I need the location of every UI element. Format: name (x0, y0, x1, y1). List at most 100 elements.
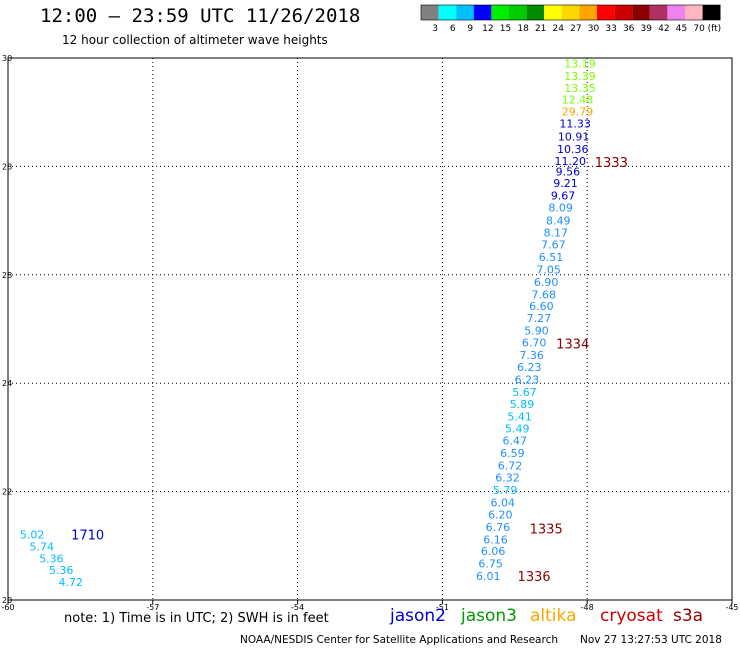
wave-height-label: 6.60 (529, 300, 554, 313)
colorbar-tick-label: 36 (623, 24, 635, 34)
wave-height-label: 13.19 (564, 57, 596, 70)
colorbar-tick-label: 70 (693, 24, 705, 34)
colorbar-tick-label: 6 (450, 24, 456, 34)
x-tick-label: -54 (291, 603, 304, 612)
wave-height-label: 6.59 (500, 447, 525, 460)
x-tick-label: -57 (146, 603, 159, 612)
colorbar-swatch (579, 5, 597, 20)
wave-height-label: 6.20 (488, 508, 513, 521)
colorbar-swatch (667, 5, 685, 20)
wave-height-label: 11.20 (555, 155, 587, 168)
wave-height-label: 6.70 (522, 337, 547, 350)
pass-number-label: 1333 (595, 156, 628, 171)
wave-height-label: 13.35 (564, 82, 596, 95)
wave-height-label: 6.32 (495, 472, 520, 485)
y-tick-label: 20 (2, 596, 12, 605)
wave-height-label: 7.68 (532, 288, 557, 301)
colorbar-swatch (649, 5, 668, 20)
colorbar-tick-label: 33 (605, 24, 616, 34)
colorbar-swatch (421, 5, 439, 20)
wave-height-label: 13.39 (564, 70, 596, 83)
wave-height-label: 8.09 (548, 202, 573, 215)
legend-cryosat: cryosat (600, 606, 663, 626)
wave-height-label: 7.36 (519, 349, 544, 362)
colorbar-swatch (544, 5, 562, 20)
y-tick-label: 22 (2, 488, 12, 497)
colorbar-swatch (473, 5, 492, 20)
wave-height-label: 5.49 (505, 423, 530, 436)
wave-height-label: 6.76 (486, 521, 511, 534)
pass-number-label: 1335 (530, 522, 563, 537)
wave-height-label: 10.91 (558, 131, 590, 144)
wave-height-label: 6.47 (503, 435, 528, 448)
wave-height-label: 5.36 (39, 552, 64, 565)
colorbar-frame (420, 4, 721, 21)
wave-height-label: 29.79 (562, 106, 594, 119)
wave-height-label: 6.75 (478, 558, 503, 571)
wave-height-label: 6.51 (539, 251, 564, 264)
colorbar-swatch (438, 5, 457, 20)
colorbar-swatch (561, 5, 580, 20)
y-tick-label: 28 (2, 162, 12, 171)
colorbar-tick-label: 21 (535, 24, 546, 34)
colorbar-swatch (702, 5, 721, 20)
wave-height-label: 6.06 (481, 545, 506, 558)
pass-number-label: 1710 (71, 528, 104, 543)
x-tick-label: -45 (725, 603, 738, 612)
footer-note: note: 1) Time is in UTC; 2) SWH is in fe… (64, 611, 329, 626)
y-tick-label: 24 (2, 379, 12, 388)
wave-height-label: 6.72 (498, 460, 523, 473)
wave-height-label: 4.72 (58, 576, 83, 589)
colorbar-tick-label: 27 (570, 24, 581, 34)
wave-height-label: 9.67 (551, 190, 576, 203)
legend-altika: altika (530, 606, 577, 626)
wave-height-label: 6.23 (515, 373, 540, 386)
colorbar-swatch (526, 5, 545, 20)
wave-height-label: 5.89 (510, 398, 535, 411)
timestamp-text: Nov 27 13:27:53 UTC 2018 (580, 634, 722, 646)
colorbar-tick-label: 30 (588, 24, 600, 34)
wave-height-label: 7.05 (536, 263, 561, 276)
wave-height-label: 5.90 (524, 325, 549, 338)
wave-height-label: 6.16 (483, 533, 508, 546)
credit-text: NOAA/NESDIS Center for Satellite Applica… (240, 634, 558, 646)
wave-height-label: 8.17 (544, 227, 569, 240)
wave-height-label: 5.67 (512, 386, 537, 399)
wave-height-label: 9.56 (556, 165, 581, 178)
colorbar-swatch (685, 5, 703, 20)
x-tick-label: -60 (1, 603, 14, 612)
wave-height-label: 12.48 (562, 94, 594, 107)
colorbar-tick-label: 42 (658, 24, 669, 34)
colorbar-tick-label: 24 (553, 24, 565, 34)
wave-height-label: 9.21 (553, 177, 578, 190)
colorbar-tick-label: 18 (517, 24, 529, 34)
colorbar-tick-label: 3 (432, 24, 438, 34)
legend-s3a: s3a (673, 606, 704, 626)
wave-height-label: 7.27 (527, 312, 552, 325)
wave-height-label: 6.23 (517, 361, 542, 374)
colorbar-swatch (491, 5, 509, 20)
wave-height-label: 6.04 (490, 496, 515, 509)
colorbar-tick-label: 12 (482, 24, 493, 34)
wave-height-label: 10.36 (557, 143, 589, 156)
y-tick-label: 28 (2, 271, 12, 280)
colorbar-swatch (509, 5, 527, 20)
wave-height-label: 5.41 (507, 410, 532, 423)
colorbar-tick-label: (ft) (708, 24, 722, 34)
colorbar-tick-label: 39 (641, 24, 653, 34)
colorbar-tick-label: 9 (467, 24, 473, 34)
colorbar-swatch (632, 5, 650, 20)
colorbar-tick-label: 45 (676, 24, 687, 34)
page-subtitle: 12 hour collection of altimeter wave hei… (62, 33, 328, 47)
colorbar-swatch (456, 5, 474, 20)
legend-jason2: jason2 (390, 606, 446, 626)
colorbar-swatch (614, 5, 633, 20)
wave-height-label: 6.01 (476, 570, 501, 583)
plot-frame (7, 57, 733, 601)
wave-height-label: 5.36 (49, 564, 74, 577)
wave-height-label: 5.02 (20, 528, 45, 541)
wave-height-label: 7.67 (541, 238, 566, 251)
page-title: 12:00 – 23:59 UTC 11/26/2018 (40, 5, 361, 27)
